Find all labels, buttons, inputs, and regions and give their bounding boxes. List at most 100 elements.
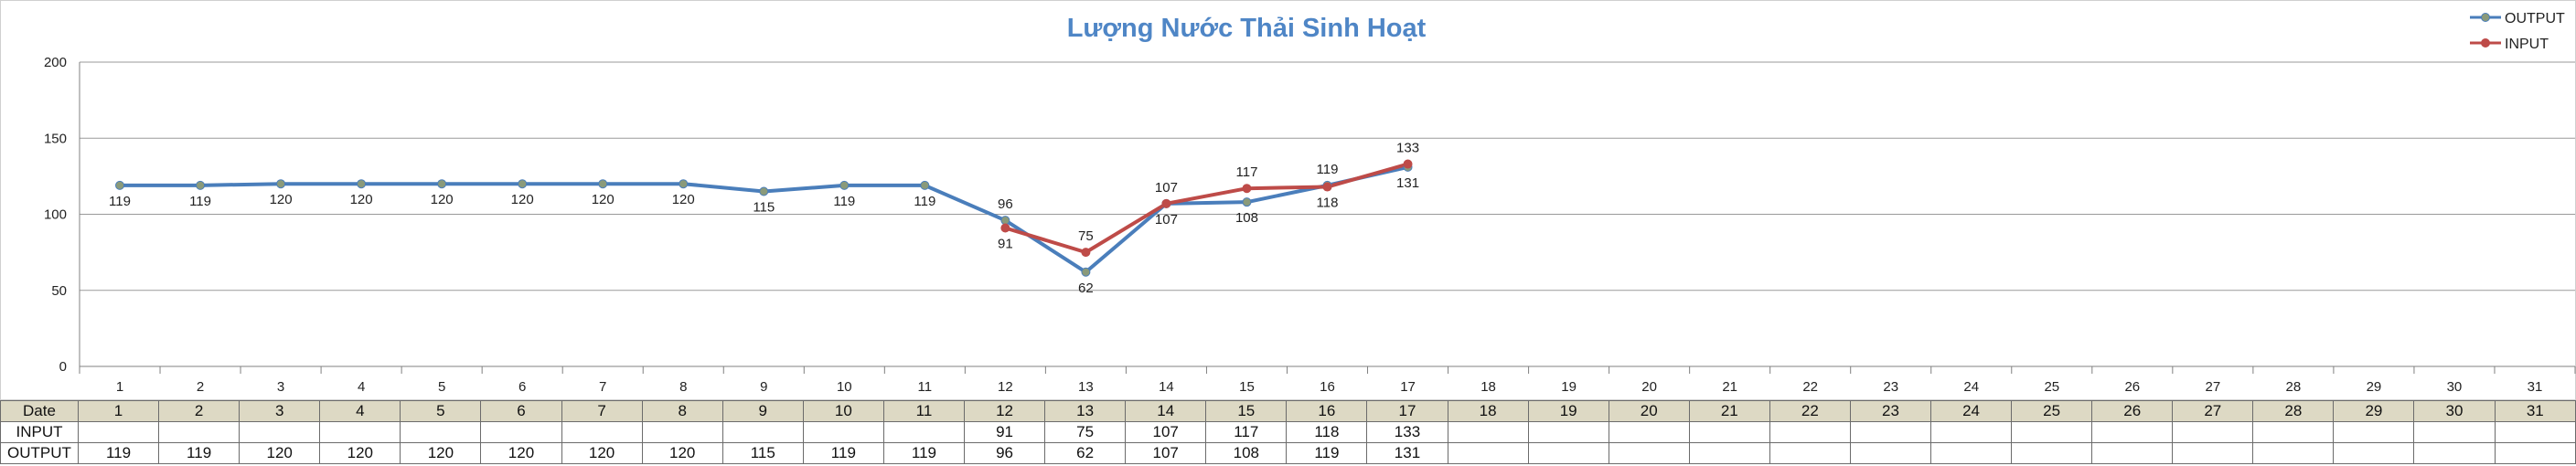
x-tick-label: 14 <box>1159 379 1174 395</box>
table-cell: 119 <box>802 442 884 464</box>
x-tick-label: 26 <box>2124 379 2140 395</box>
data-label-output: 115 <box>753 200 775 216</box>
y-tick-label: 50 <box>51 283 67 299</box>
table-header-cell: 4 <box>319 400 401 422</box>
table-cell: 119 <box>158 442 240 464</box>
table-cell <box>802 421 884 443</box>
series-line-output <box>120 164 1408 274</box>
table-header-cell: 15 <box>1205 400 1288 422</box>
data-point-output <box>115 180 125 190</box>
y-tick-label: 100 <box>44 207 67 223</box>
table-cell <box>2413 421 2496 443</box>
table-cell <box>2333 421 2415 443</box>
x-tick-label: 11 <box>918 379 933 395</box>
table-cell: 120 <box>400 442 482 464</box>
x-tick-label: 2 <box>197 379 204 395</box>
x-tick-label: 5 <box>438 379 445 395</box>
x-tick-label: 25 <box>2044 379 2059 395</box>
table-header-cell: 29 <box>2333 400 2415 422</box>
table-cell: 96 <box>963 442 1046 464</box>
table-cell <box>2011 421 2093 443</box>
data-label-output: 120 <box>511 192 534 207</box>
table-header-cell: 14 <box>1125 400 1207 422</box>
data-point-output <box>759 186 769 196</box>
table-cell: 119 <box>882 442 966 464</box>
table-cell <box>1769 442 1851 464</box>
table-cell: 118 <box>1286 421 1368 443</box>
x-tick-label: 9 <box>760 379 767 395</box>
table-header-cell: 27 <box>2172 400 2254 422</box>
data-label-output: 119 <box>189 194 211 209</box>
data-label-input: 118 <box>1317 196 1339 211</box>
x-tick-label: 30 <box>2447 379 2463 395</box>
table-cell <box>2333 442 2415 464</box>
table-cell <box>2011 442 2093 464</box>
table-cell <box>1527 442 1609 464</box>
table-header-cell: 25 <box>2011 400 2093 422</box>
data-label-output: 62 <box>1078 281 1094 296</box>
data-label-input: 75 <box>1078 228 1094 244</box>
x-tick-label: 1 <box>116 379 123 395</box>
table-cell: 115 <box>721 442 804 464</box>
table-cell: 131 <box>1366 442 1448 464</box>
x-tick-label: 10 <box>837 379 852 395</box>
data-label-output: 119 <box>833 194 855 209</box>
table-cell <box>882 421 966 443</box>
data-label-input: 117 <box>1236 164 1258 180</box>
table-header-cell: 3 <box>239 400 321 422</box>
x-tick-label: 16 <box>1320 379 1335 395</box>
table-cell <box>480 421 562 443</box>
data-label-input: 91 <box>998 236 1013 251</box>
table-cell <box>2252 442 2335 464</box>
x-tick-label: 29 <box>2367 379 2382 395</box>
table-header-cell: 31 <box>2494 400 2576 422</box>
table-header-cell: 30 <box>2413 400 2496 422</box>
table-cell <box>1447 442 1529 464</box>
table-header-cell: 22 <box>1769 400 1851 422</box>
table-header-cell: 19 <box>1527 400 1609 422</box>
table-cell <box>1769 421 1851 443</box>
table-header-cell: 1 <box>77 400 160 422</box>
table-cell <box>1929 421 2013 443</box>
x-tick-label: 17 <box>1400 379 1416 395</box>
x-tick-label: 18 <box>1480 379 1496 395</box>
table-header-cell: 17 <box>1366 400 1448 422</box>
data-point-output <box>1081 267 1091 277</box>
table-cell: 107 <box>1125 442 1207 464</box>
table-header-cell: 2 <box>158 400 240 422</box>
x-tick-label: 12 <box>998 379 1013 395</box>
data-point-output <box>437 179 447 189</box>
table-cell <box>1688 421 1770 443</box>
table-cell <box>239 421 321 443</box>
data-label-output: 131 <box>1396 175 1419 191</box>
x-tick-label: 23 <box>1883 379 1898 395</box>
x-tick-label: 8 <box>679 379 687 395</box>
data-point-output <box>196 180 206 190</box>
chart-area: Lượng Nước Thải Sinh Hoạt 0 50 100 150 200 1 2 3… <box>0 0 2576 400</box>
table-header-cell: 12 <box>963 400 1046 422</box>
table-row: OUTPUT 119 119 120 120 120 120 120 120 115 119 119 9… <box>0 442 2576 464</box>
x-tick-label: 19 <box>1561 379 1577 395</box>
table-cell: 119 <box>1286 442 1368 464</box>
table-cell <box>2494 421 2576 443</box>
table-cell: 119 <box>77 442 160 464</box>
table-cell: 117 <box>1205 421 1288 443</box>
data-point-output <box>598 179 608 189</box>
x-tick-label: 27 <box>2206 379 2221 395</box>
table-cell <box>400 421 482 443</box>
table-cell <box>1608 442 1690 464</box>
table-header-cell: 13 <box>1044 400 1127 422</box>
x-tick-label: 3 <box>277 379 284 395</box>
data-point-output <box>679 179 689 189</box>
table-cell: 120 <box>480 442 562 464</box>
table-header-cell: 28 <box>2252 400 2335 422</box>
data-label-output: 96 <box>998 196 1013 212</box>
y-tick-label: 0 <box>59 359 67 375</box>
table-cell <box>1688 442 1770 464</box>
data-point-output <box>839 180 850 190</box>
table-cell: 120 <box>319 442 401 464</box>
table-row-label: INPUT <box>0 421 79 443</box>
table-cell: 108 <box>1205 442 1288 464</box>
table-header-cell: 21 <box>1688 400 1770 422</box>
